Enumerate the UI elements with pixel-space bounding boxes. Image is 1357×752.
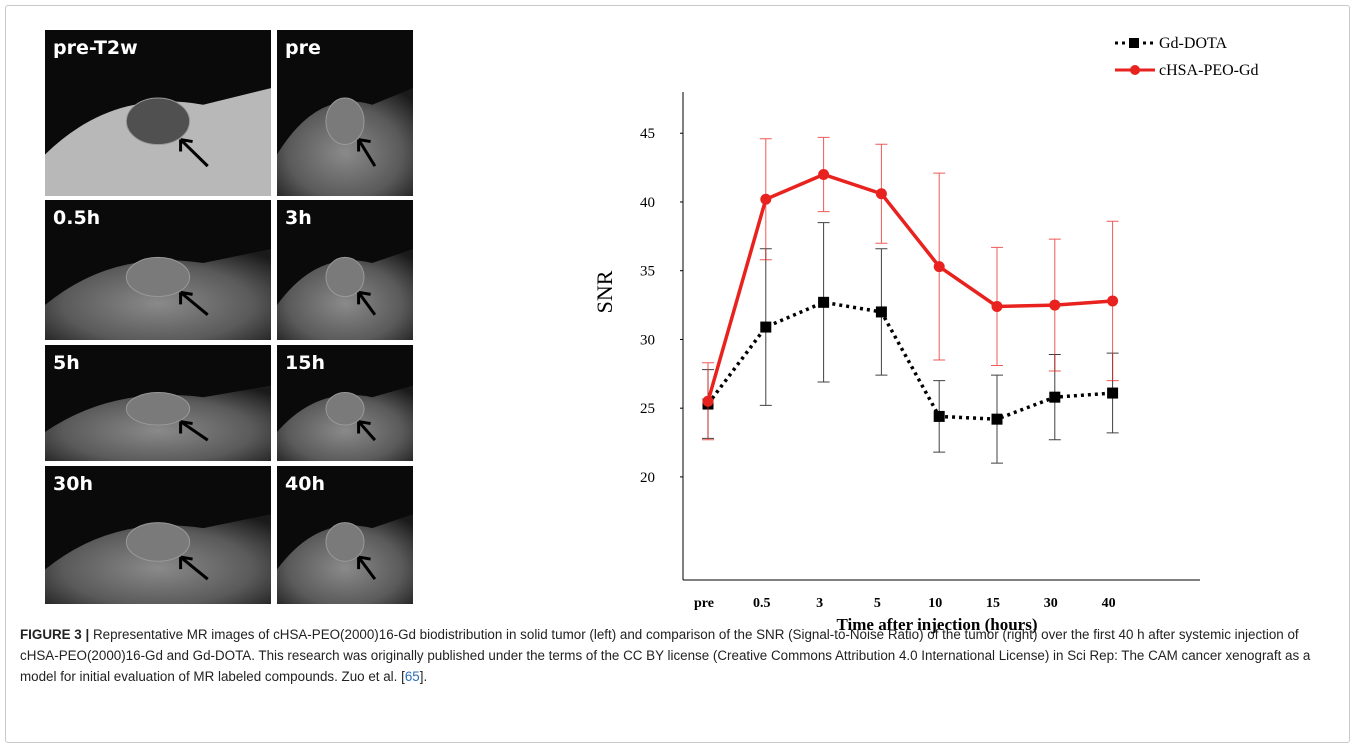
x-tick-label: 30 [1044, 596, 1058, 611]
x-tick-label: pre [694, 596, 714, 611]
caption-end: ]. [419, 669, 428, 684]
x-tick-label: 3 [816, 596, 823, 611]
point [933, 261, 945, 273]
caption: FIGURE 3 | Representative MR images of c… [20, 624, 1340, 687]
mr-panel: 0.5h [45, 200, 271, 340]
point [991, 413, 1003, 425]
caption-text: Representative MR images of cHSA-PEO(200… [20, 627, 1311, 684]
arrow [357, 420, 377, 442]
arrow [357, 138, 377, 167]
y-tick-label: 35 [640, 264, 655, 280]
y-tick-label: 25 [640, 401, 655, 417]
point [1107, 387, 1119, 399]
point [760, 193, 772, 205]
tumor [125, 522, 191, 562]
arrow [179, 138, 209, 168]
series [702, 222, 1119, 464]
arrow [179, 555, 209, 581]
point [702, 395, 714, 407]
arrow [357, 555, 377, 581]
point [991, 300, 1003, 312]
x-tick-label: 40 [1102, 596, 1116, 611]
panel-label: pre-T2w [53, 37, 138, 59]
mr-panel: pre [277, 30, 413, 196]
mr-panel: 5h [45, 345, 271, 461]
panel-label: 5h [53, 352, 80, 374]
x-tick-label: 10 [928, 596, 942, 611]
figure-frame [5, 5, 1350, 743]
panel-label: 0.5h [53, 207, 100, 229]
arrow [179, 290, 209, 316]
point [875, 188, 887, 200]
point [1049, 391, 1061, 403]
y-tick-label: 30 [640, 332, 655, 348]
series-line [706, 300, 1113, 421]
panel-label: 3h [285, 207, 312, 229]
x-tick-label: 15 [986, 596, 1000, 611]
panel-label: pre [285, 37, 321, 59]
legend-label: cHSA-PEO-Gd [1159, 62, 1259, 79]
legend-label: Gd-DOTA [1159, 35, 1227, 52]
mr-panel: 15h [277, 345, 413, 461]
point [818, 168, 830, 180]
x-axis-title: Time after injection (hours) [837, 615, 1038, 634]
legend-marker [1129, 38, 1139, 48]
mr-panels: pre-T2w pre 0.5h 3h 5h 15h 30h 40h [45, 30, 413, 604]
mr-panel: 40h [277, 466, 413, 604]
caption-ref[interactable]: 65 [404, 669, 420, 684]
series-line [706, 172, 1113, 402]
series [702, 136, 1119, 441]
point [875, 306, 887, 318]
point [760, 321, 772, 333]
mr-panel: 30h [45, 466, 271, 604]
tumor [325, 256, 365, 298]
y-axis-title: SNR [592, 270, 617, 313]
legend-entry: Gd-DOTA [1115, 35, 1227, 52]
tumor [325, 392, 365, 426]
point [818, 296, 830, 308]
y-tick-label: 45 [640, 126, 655, 142]
mr-panel: pre-T2w [45, 30, 271, 196]
arrow [357, 290, 377, 316]
panel-label: 40h [285, 473, 325, 495]
tumor [125, 392, 191, 426]
y-tick-label: 20 [640, 470, 655, 486]
caption-label: FIGURE 3 | [20, 627, 90, 642]
legend-entry: cHSA-PEO-Gd [1115, 62, 1259, 79]
x-tick-label: 0.5 [753, 596, 771, 611]
tumor [325, 97, 365, 146]
point [1049, 299, 1061, 311]
tumor [325, 522, 365, 562]
panel-label: 30h [53, 473, 93, 495]
panel-label: 15h [285, 352, 325, 374]
tumor [125, 256, 191, 298]
point [1107, 295, 1119, 307]
y-tick-label: 40 [640, 195, 655, 211]
x-tick-label: 5 [874, 596, 881, 611]
point [933, 410, 945, 422]
tumor [125, 97, 191, 146]
arrow [179, 420, 209, 442]
mr-panel: 3h [277, 200, 413, 340]
legend-marker [1130, 65, 1140, 75]
